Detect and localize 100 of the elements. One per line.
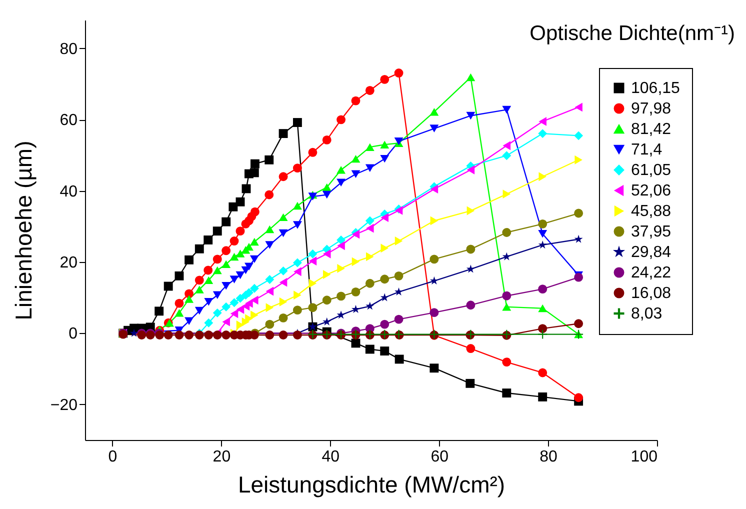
legend-label: 61,05 xyxy=(631,162,672,179)
point xyxy=(394,354,404,364)
point xyxy=(308,303,318,312)
point xyxy=(294,290,302,300)
point xyxy=(380,244,388,253)
point xyxy=(184,317,194,325)
point xyxy=(538,116,546,126)
legend-label: 71,4 xyxy=(631,142,662,158)
point xyxy=(538,219,548,228)
point xyxy=(366,224,374,233)
y-tick-label: 0 xyxy=(68,326,78,343)
point xyxy=(352,304,360,313)
point xyxy=(292,330,302,340)
point xyxy=(164,282,173,291)
point xyxy=(212,266,222,274)
point xyxy=(294,267,302,276)
point xyxy=(466,244,476,254)
x-tick-label: 20 xyxy=(212,448,231,466)
legend-label: 8,03 xyxy=(631,306,662,322)
point xyxy=(278,313,288,322)
point xyxy=(322,183,332,192)
point xyxy=(336,166,346,174)
y-tick-label: 40 xyxy=(60,183,78,200)
x-tick-label: 0 xyxy=(108,448,118,466)
point xyxy=(337,264,345,273)
point xyxy=(337,241,345,250)
point xyxy=(380,154,390,163)
y-tick-label: 60 xyxy=(60,112,78,130)
point xyxy=(292,306,302,315)
point xyxy=(380,346,390,356)
x-axis-title: Leistungsdichte (MW/cm²) xyxy=(238,472,506,498)
point xyxy=(204,330,214,340)
point xyxy=(430,216,438,226)
point xyxy=(574,319,584,328)
point xyxy=(538,284,548,294)
point xyxy=(380,74,390,84)
point xyxy=(212,226,222,236)
point xyxy=(212,308,222,318)
point xyxy=(292,118,302,127)
point xyxy=(236,271,245,280)
point xyxy=(222,282,231,290)
point xyxy=(236,294,245,303)
point xyxy=(204,266,213,275)
point xyxy=(279,297,288,306)
point xyxy=(538,368,548,378)
point xyxy=(204,318,214,328)
point xyxy=(279,278,288,287)
point xyxy=(323,249,331,258)
point xyxy=(380,293,389,302)
point xyxy=(466,165,475,174)
point xyxy=(228,202,238,212)
point xyxy=(538,240,547,249)
point xyxy=(538,230,548,238)
point xyxy=(322,135,332,144)
point xyxy=(380,274,390,284)
y-tick-label: 20 xyxy=(60,254,78,272)
y-tick-label: −20 xyxy=(50,396,78,414)
point xyxy=(322,317,332,326)
point xyxy=(365,216,374,226)
legend-label: 45,88 xyxy=(631,203,672,220)
point xyxy=(502,303,512,311)
point xyxy=(365,164,374,172)
point xyxy=(236,197,245,206)
point xyxy=(336,178,346,187)
point xyxy=(502,190,511,199)
legend-title: Optische Dichte(nm⁻¹) xyxy=(530,22,735,45)
point xyxy=(250,207,260,216)
point xyxy=(230,252,239,261)
point xyxy=(278,266,288,276)
point xyxy=(164,330,173,340)
point xyxy=(380,320,390,329)
point xyxy=(538,330,548,339)
y-axis-title: Linienhoehe (µm) xyxy=(10,140,36,320)
point xyxy=(502,388,512,398)
point xyxy=(538,129,548,138)
legend-label: 52,06 xyxy=(631,182,672,200)
point xyxy=(264,190,274,200)
point xyxy=(365,278,374,288)
point xyxy=(222,246,231,256)
point xyxy=(394,314,404,324)
point xyxy=(265,225,274,234)
point xyxy=(502,106,512,114)
point xyxy=(212,254,222,264)
point xyxy=(250,296,258,305)
x-tick-label: 100 xyxy=(630,448,658,466)
point xyxy=(222,330,231,340)
point xyxy=(574,393,584,402)
point xyxy=(336,310,346,319)
point xyxy=(502,141,511,150)
point xyxy=(278,213,288,222)
x-tick-label: 80 xyxy=(540,448,558,466)
point xyxy=(265,275,274,284)
point xyxy=(308,249,318,258)
point xyxy=(266,303,274,312)
point xyxy=(430,108,439,116)
point xyxy=(502,358,512,367)
point xyxy=(351,154,360,163)
point xyxy=(351,96,360,106)
point xyxy=(336,115,346,124)
point xyxy=(466,300,476,310)
